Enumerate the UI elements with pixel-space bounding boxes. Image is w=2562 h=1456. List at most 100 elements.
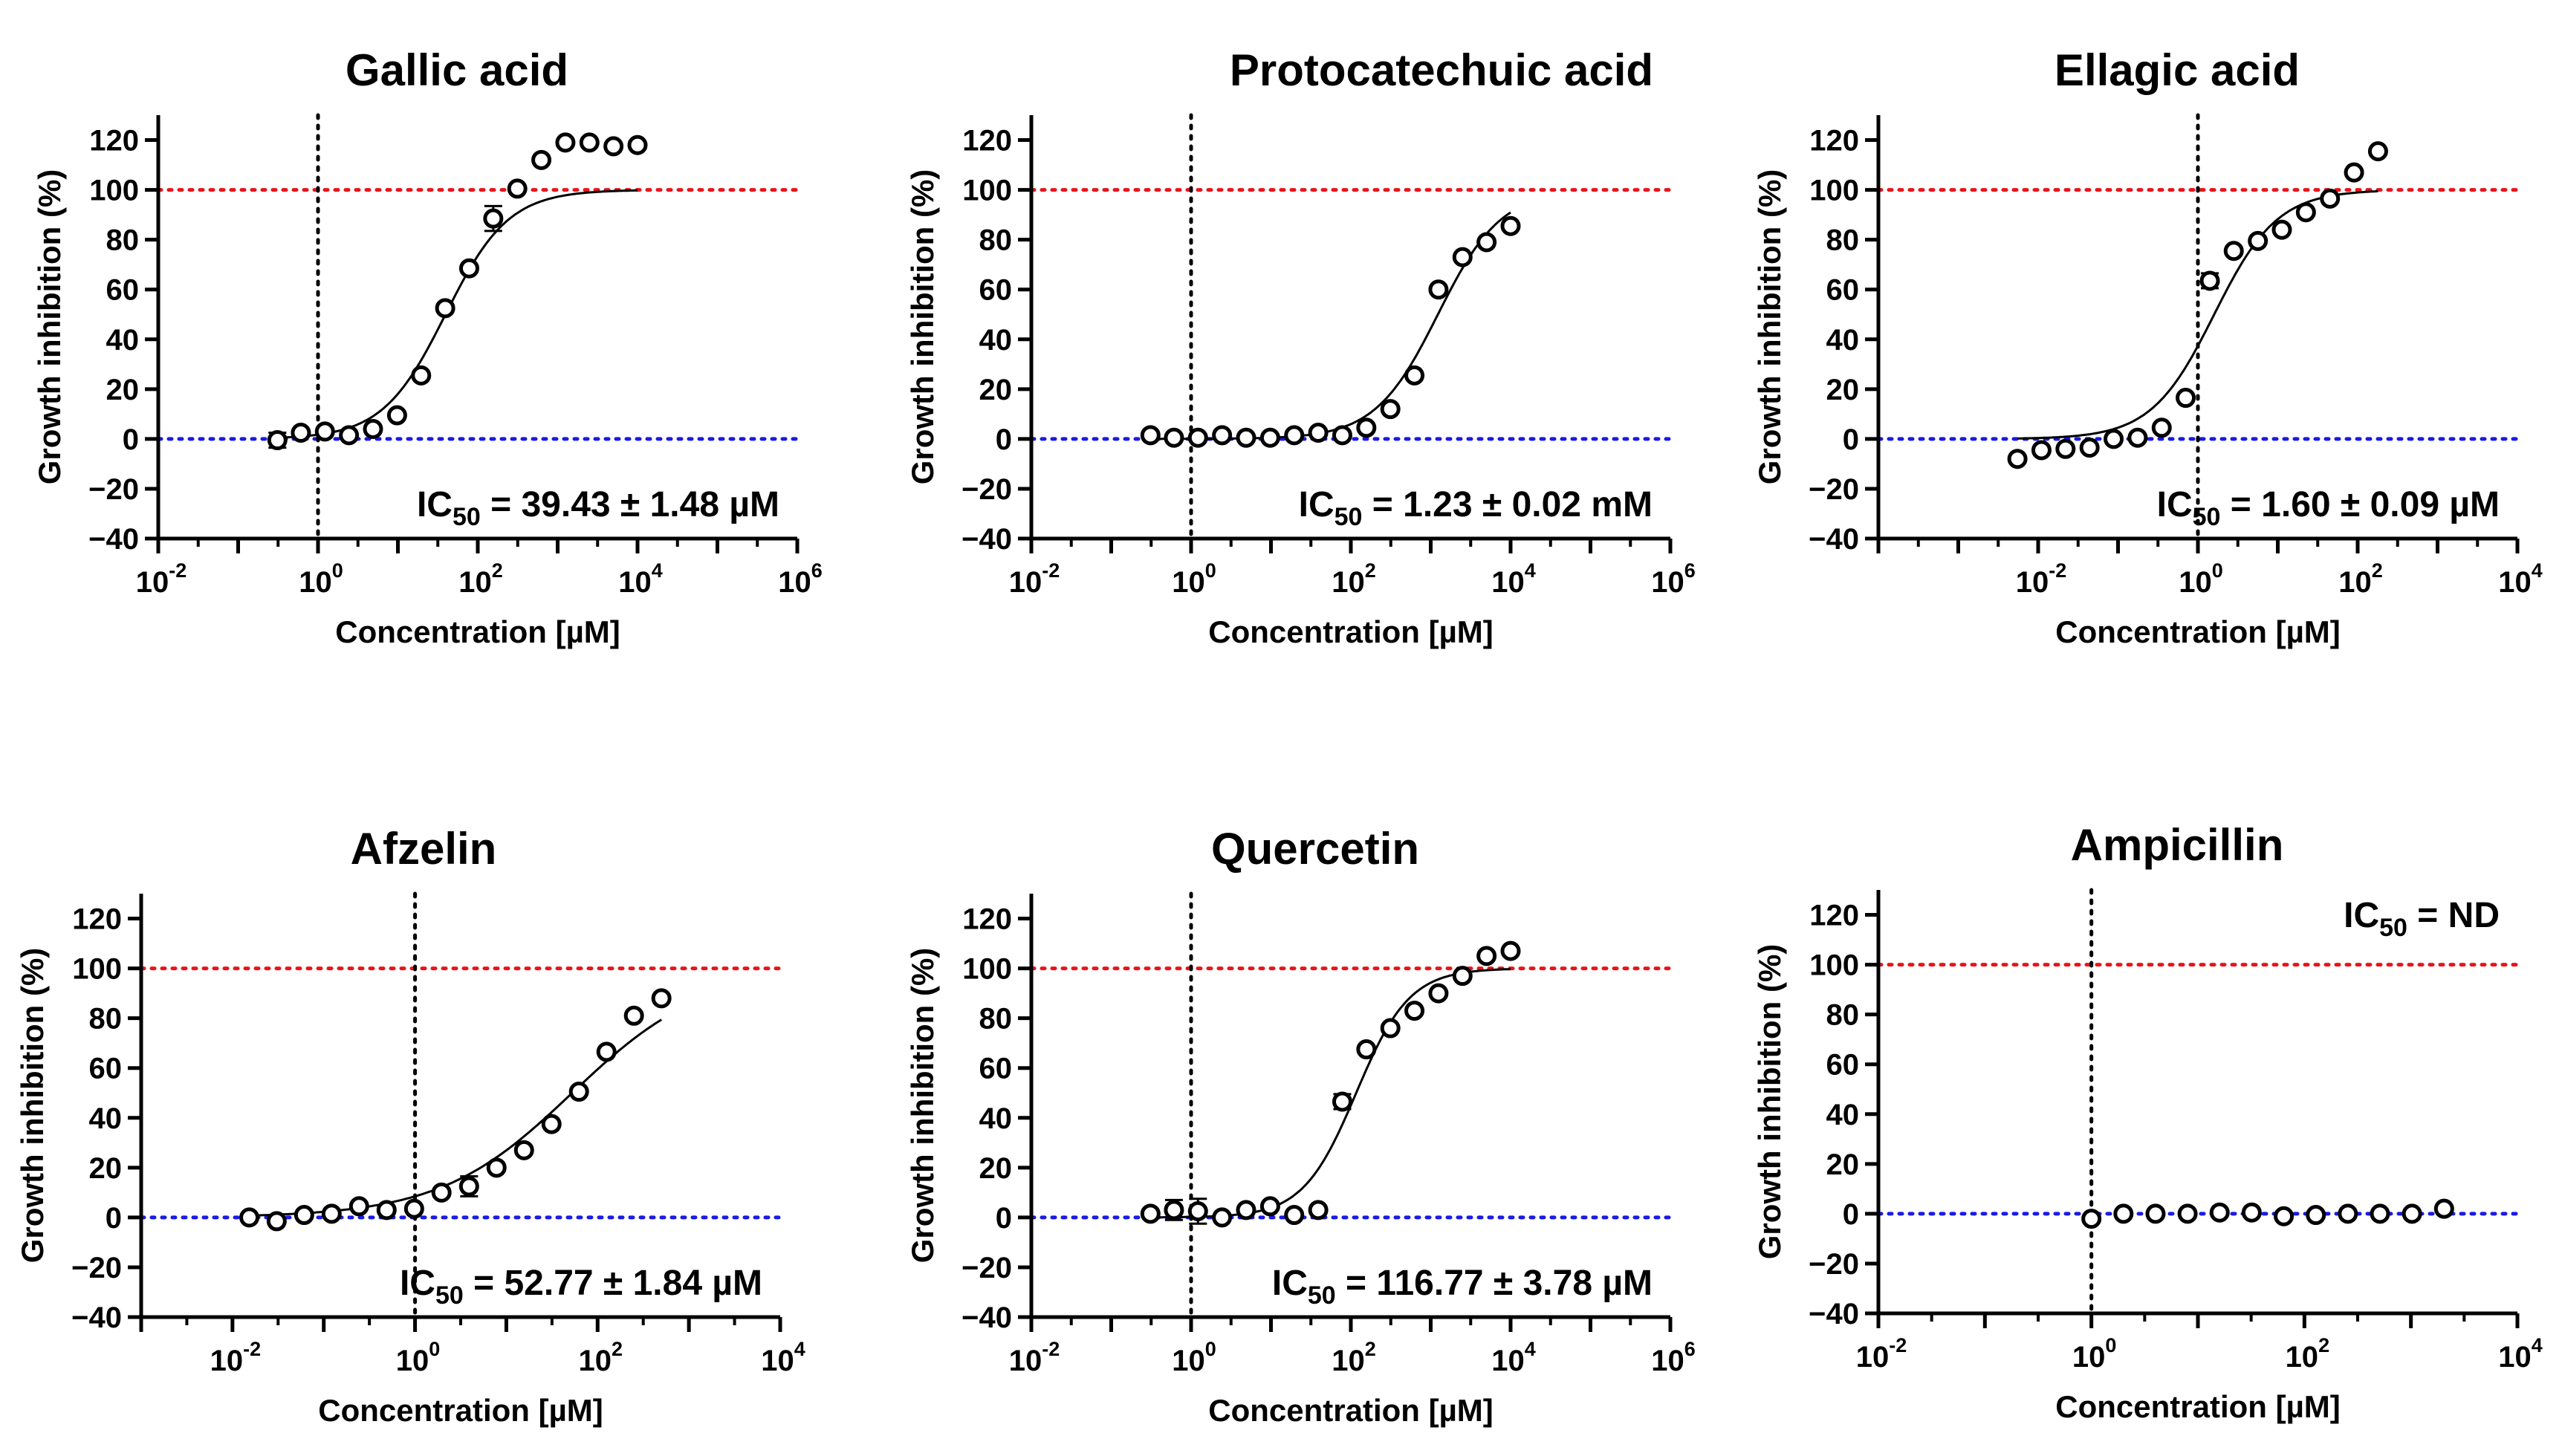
- y-tick-label: 100: [962, 953, 1012, 986]
- y-tick-label: 120: [962, 125, 1012, 157]
- data-point: [314, 421, 335, 442]
- y-tick-label: −20: [71, 1252, 122, 1284]
- y-axis-label: Growth inhibition (%): [1752, 169, 1787, 485]
- data-point: [2433, 1198, 2454, 1219]
- ic50-prefix: IC: [2157, 485, 2193, 524]
- x-axis-label: Concentration [µM]: [1208, 614, 1494, 649]
- y-tick-label: 20: [106, 374, 140, 406]
- y-axis-label: Growth inhibition (%): [32, 169, 67, 485]
- ic50-prefix: IC: [2344, 896, 2379, 935]
- y-tick-label: 80: [979, 1003, 1013, 1036]
- x-tick-label: 106: [1651, 1338, 1696, 1377]
- y-tick-label: 20: [979, 1152, 1013, 1185]
- x-tick-label: 106: [778, 559, 823, 599]
- panel-title: Ampicillin: [2071, 820, 2284, 870]
- y-axis-label: Growth inhibition (%): [15, 948, 50, 1264]
- data-point: [1187, 1201, 1208, 1221]
- data-point: [2031, 440, 2052, 461]
- data-point: [2248, 230, 2268, 251]
- x-tick-label: 104: [2498, 559, 2543, 599]
- data-point: [541, 1114, 562, 1134]
- data-point: [568, 1082, 589, 1102]
- y-tick-label: 80: [1826, 224, 1860, 257]
- y-tick-label: 80: [89, 1003, 123, 1036]
- data-point: [1212, 425, 1233, 446]
- y-tick-label: 20: [89, 1152, 123, 1185]
- fit-curve: [1150, 968, 1511, 1219]
- y-tick-label: 60: [89, 1053, 123, 1085]
- chart-panel-ampicillin: Ampicillin Growth inhibition (%) Concent…: [1752, 820, 2543, 1424]
- ic50-prefix: IC: [1299, 485, 1334, 524]
- ic50-label: IC50 = 1.60 ± 0.09 µM: [2157, 485, 2500, 531]
- data-point: [1140, 1203, 1161, 1224]
- data-point: [1308, 423, 1329, 443]
- data-point: [1452, 966, 1473, 987]
- data-point: [339, 425, 360, 446]
- y-tick-label: 0: [1843, 423, 1859, 456]
- y-tick-label: 0: [1843, 1198, 1859, 1231]
- y-tick-label: 0: [996, 423, 1012, 456]
- data-point: [267, 430, 288, 451]
- x-tick-label: 10-2: [2016, 559, 2067, 599]
- data-point: [596, 1041, 617, 1062]
- y-tick-label: 20: [979, 374, 1013, 406]
- data-point: [2223, 241, 2244, 261]
- ic50-subscript: 50: [1308, 1281, 1336, 1310]
- data-point: [1380, 1018, 1401, 1039]
- data-point: [1332, 1091, 1352, 1112]
- ic50-value: = ND: [2407, 896, 2500, 935]
- x-axis-label: Concentration [µM]: [1208, 1393, 1494, 1428]
- panel-title: Protocatechuic acid: [1230, 45, 1653, 95]
- y-tick-label: −40: [1809, 523, 1859, 556]
- data-point: [2402, 1203, 2422, 1224]
- data-point: [2007, 449, 2028, 469]
- data-point: [458, 1176, 479, 1197]
- y-tick-label: 80: [106, 224, 140, 257]
- panel-title: Quercetin: [1211, 824, 1419, 874]
- data-point: [2145, 1203, 2166, 1224]
- y-tick-label: −40: [961, 523, 1012, 556]
- y-tick-label: 40: [1826, 1099, 1860, 1131]
- ic50-subscript: 50: [435, 1281, 464, 1310]
- y-tick-label: −40: [961, 1301, 1012, 1334]
- panel-title: Afzelin: [351, 824, 497, 874]
- x-tick-label: 100: [1172, 1338, 1216, 1377]
- data-point: [531, 149, 552, 170]
- y-tick-label: 60: [1826, 274, 1860, 307]
- data-point: [386, 405, 407, 426]
- fit-curve: [2017, 189, 2378, 440]
- data-point: [483, 208, 504, 229]
- x-tick-label: 100: [1172, 559, 1216, 599]
- data-point: [1380, 399, 1401, 420]
- data-point: [363, 418, 383, 439]
- ic50-prefix: IC: [400, 1264, 435, 1303]
- x-tick-label: 104: [761, 1338, 805, 1377]
- data-point: [291, 423, 311, 443]
- x-tick-label: 100: [2072, 1334, 2117, 1374]
- y-tick-label: −20: [88, 473, 139, 506]
- fit-curve: [277, 189, 638, 439]
- y-tick-label: −20: [1809, 1248, 1859, 1281]
- x-tick-label: 10-2: [1856, 1334, 1907, 1374]
- y-tick-label: 40: [979, 1102, 1013, 1135]
- y-tick-label: 120: [1809, 125, 1859, 157]
- y-tick-label: 80: [979, 224, 1013, 257]
- data-point: [486, 1157, 507, 1178]
- data-point: [1259, 427, 1280, 448]
- chart-panel-gallic-acid: Gallic acid Growth inhibition (%) Concen…: [32, 45, 823, 649]
- data-point: [411, 365, 432, 386]
- data-point: [2055, 438, 2076, 459]
- x-axis-label: Concentration [µM]: [335, 614, 620, 649]
- data-point: [2370, 1203, 2390, 1224]
- data-point: [1428, 983, 1449, 1004]
- y-tick-label: 80: [1826, 999, 1860, 1032]
- data-point: [1164, 1200, 1184, 1221]
- ic50-value: = 39.43 ± 1.48 µM: [481, 485, 779, 524]
- data-point: [458, 258, 479, 279]
- y-tick-label: 0: [106, 1202, 122, 1235]
- x-axis-label: Concentration [µM]: [318, 1393, 603, 1428]
- x-tick-label: 102: [1332, 559, 1376, 599]
- y-tick-label: 40: [89, 1102, 123, 1135]
- y-tick-label: −20: [1809, 473, 1859, 506]
- data-point: [651, 988, 672, 1009]
